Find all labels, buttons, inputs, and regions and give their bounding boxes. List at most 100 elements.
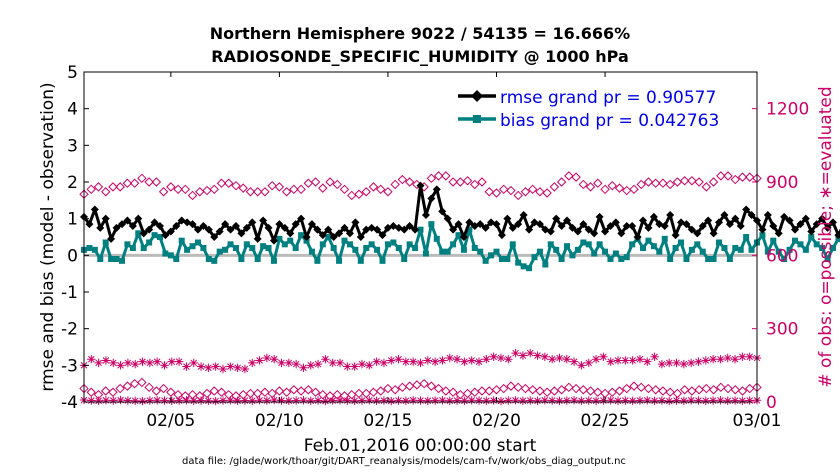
rmse-marker xyxy=(313,225,322,234)
y-tick-label: -2 xyxy=(61,320,78,340)
obs-evaluated-marker xyxy=(686,396,696,405)
obs-possible-marker xyxy=(332,389,342,400)
obs-evaluated-marker xyxy=(723,353,732,363)
obs-possible-marker xyxy=(274,386,285,396)
rmse-marker xyxy=(628,222,637,230)
bias-marker xyxy=(151,232,158,239)
rmse-marker xyxy=(432,185,441,194)
obs-possible-marker xyxy=(527,184,538,195)
y-tick-label: 3 xyxy=(67,136,78,156)
bias-marker xyxy=(205,256,212,262)
bias-marker xyxy=(466,226,473,233)
plot-frame xyxy=(83,71,758,403)
rmse-marker xyxy=(601,227,610,236)
rmse-marker xyxy=(351,218,360,227)
bias-marker xyxy=(227,241,234,248)
bias-marker xyxy=(515,259,522,266)
rmse-marker xyxy=(698,222,707,230)
rmse-marker xyxy=(736,222,745,230)
rmse-marker xyxy=(525,225,534,234)
rmse-marker xyxy=(112,223,121,232)
bias-marker xyxy=(428,221,435,228)
obs-possible-marker xyxy=(158,383,169,394)
rmse-marker xyxy=(823,223,832,232)
obs-possible-marker xyxy=(332,179,342,190)
obs-evaluated-marker xyxy=(218,396,228,405)
x-tick-label: 02/15 xyxy=(363,411,412,431)
bias-marker xyxy=(640,245,647,251)
y-tick-label: 1 xyxy=(67,210,78,230)
rmse-marker xyxy=(834,231,840,240)
obs-evaluated-marker xyxy=(335,358,345,368)
bias-marker xyxy=(526,265,533,272)
obs-evaluated-marker xyxy=(504,396,513,405)
obs-evaluated-marker xyxy=(657,396,667,405)
obs-evaluated-marker xyxy=(335,396,345,405)
y2-tick-label: 900 xyxy=(766,173,798,193)
bias-marker xyxy=(705,256,712,262)
obs-possible-marker xyxy=(318,183,328,193)
rmse-marker xyxy=(411,225,420,234)
obs-possible-marker xyxy=(636,382,646,393)
obs-evaluated-marker xyxy=(723,396,732,405)
obs-evaluated-marker xyxy=(372,357,381,366)
y2-tick-label: 1200 xyxy=(766,100,809,120)
obs-possible-marker xyxy=(224,178,234,188)
bias-marker xyxy=(764,248,771,255)
obs-possible-marker xyxy=(730,174,740,185)
obs-possible-marker xyxy=(252,187,263,197)
rmse-marker xyxy=(210,233,219,241)
bias-marker xyxy=(270,257,277,264)
obs-evaluated-marker xyxy=(686,358,696,368)
bias-marker xyxy=(824,256,831,262)
obs-evaluated-marker xyxy=(540,396,550,405)
bias-marker xyxy=(802,246,809,253)
obs-possible-marker xyxy=(441,171,451,181)
obs-possible-marker xyxy=(477,177,487,187)
rmse-marker xyxy=(335,229,344,238)
obs-evaluated-marker xyxy=(643,357,652,366)
obs-possible-marker xyxy=(267,180,277,191)
obs-evaluated-marker xyxy=(365,396,374,405)
x-tick-label: 03/01 xyxy=(733,411,782,431)
obs-possible-marker xyxy=(520,187,531,197)
obs-evaluated-marker xyxy=(701,396,710,405)
obs-evaluated-marker xyxy=(401,357,411,366)
rmse-marker xyxy=(639,216,648,225)
obs-possible-marker xyxy=(289,385,299,395)
obs-possible-marker xyxy=(137,377,147,388)
bias-marker xyxy=(314,257,321,264)
data-file-footnote: data file: /glade/work/thoar/git/DART_re… xyxy=(182,456,626,467)
rmse-marker xyxy=(259,216,268,225)
obs-evaluated-marker xyxy=(328,396,337,405)
bias-marker xyxy=(661,235,668,242)
bias-marker xyxy=(146,239,153,246)
bias-marker xyxy=(222,246,229,253)
obs-evaluated-marker xyxy=(452,396,462,405)
obs-possible-marker xyxy=(578,385,589,395)
obs-evaluated-marker xyxy=(131,359,140,369)
obs-possible-marker xyxy=(535,187,545,197)
obs-evaluated-marker xyxy=(496,396,506,406)
obs-possible-marker xyxy=(600,184,610,195)
obs-possible-marker xyxy=(115,182,125,192)
obs-possible-marker xyxy=(665,179,675,190)
obs-evaluated-marker xyxy=(233,363,242,372)
rmse-marker xyxy=(443,214,452,223)
legend: rmse grand pr = 0.90577 bias grand pr = … xyxy=(452,86,750,134)
obs-possible-marker xyxy=(216,387,227,397)
obs-evaluated-marker xyxy=(526,348,535,358)
obs-count-layer xyxy=(79,171,762,406)
obs-evaluated-marker xyxy=(145,358,155,368)
rmse-marker xyxy=(731,214,740,223)
obs-possible-marker xyxy=(166,182,176,192)
bias-marker xyxy=(547,241,554,248)
obs-possible-marker xyxy=(723,383,733,394)
rmse-marker xyxy=(204,225,213,234)
rmse-marker xyxy=(535,220,544,229)
obs-possible-marker xyxy=(383,187,393,197)
obs-evaluated-marker xyxy=(357,359,367,369)
obs-possible-marker xyxy=(556,385,567,395)
obs-possible-marker xyxy=(520,383,531,394)
obs-evaluated-marker xyxy=(562,355,572,364)
